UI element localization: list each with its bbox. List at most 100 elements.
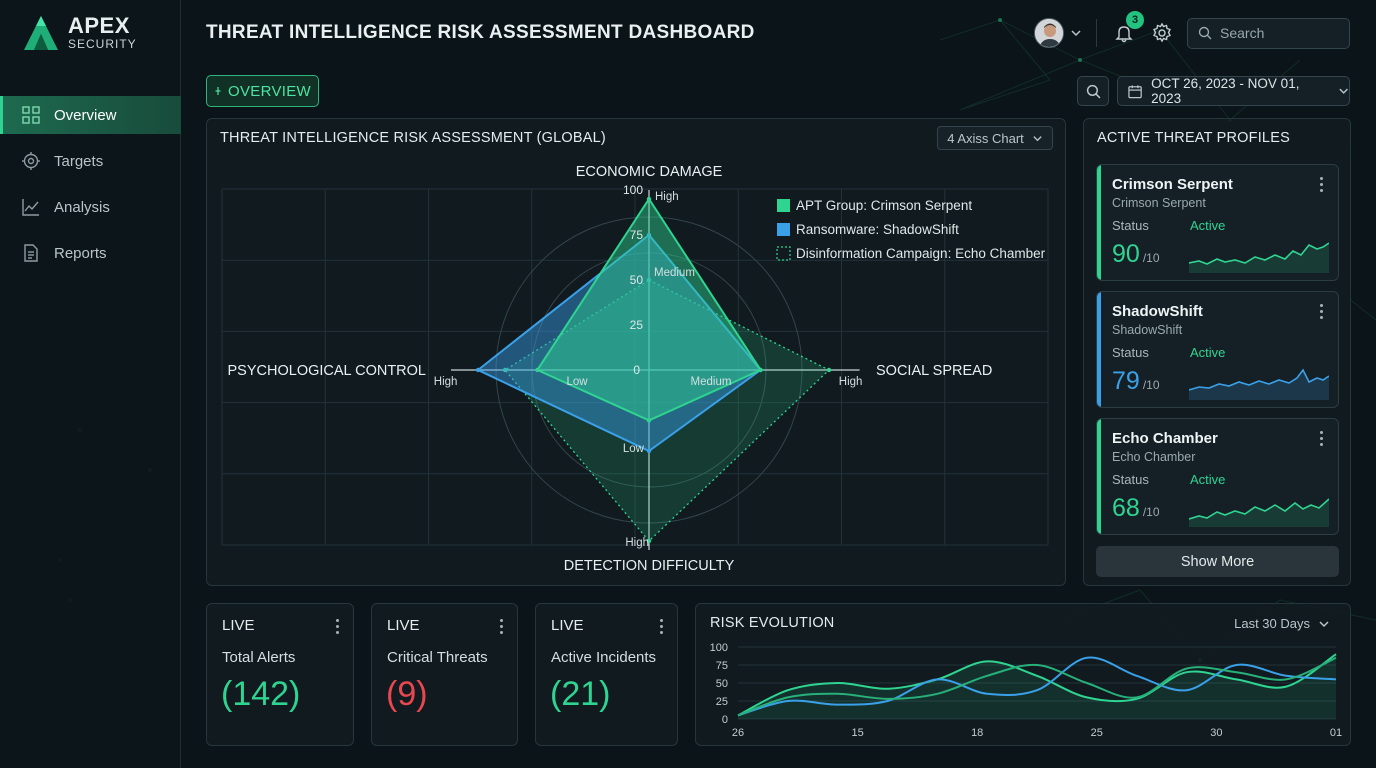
tick-label: 0 — [633, 363, 640, 377]
overview-button[interactable]: OVERVIEW — [206, 75, 319, 107]
profile-subtitle: ShadowShift — [1112, 323, 1183, 337]
sidebar-item-targets[interactable]: Targets — [0, 142, 181, 180]
risk-evolution-chart: 0 25 50 75 100 26 15 18 25 30 01 — [710, 642, 1342, 739]
axis-title: PSYCHOLOGICAL CONTROL — [228, 363, 426, 379]
level-label: High — [839, 376, 863, 388]
brand-logo[interactable]: APEX SECURITY — [22, 14, 137, 52]
profile-card[interactable]: Echo Chamber Echo Chamber Status Active … — [1096, 418, 1339, 535]
y-tick-label: 75 — [716, 660, 728, 672]
kpi-value: (21) — [550, 675, 611, 713]
tick-label: 75 — [630, 228, 644, 242]
radar-grid — [221, 188, 1049, 546]
kpi-card-critical-threats: LIVE Critical Threats (9) — [371, 603, 518, 746]
radar-chart: 0 25 50 75 100 High Medium High Medium High Low Hig… — [221, 164, 1049, 574]
score-value: 90 — [1112, 240, 1140, 268]
kpi-card-total-alerts: LIVE Total Alerts (142) — [206, 603, 354, 746]
profile-name: Echo Chamber — [1112, 430, 1218, 447]
level-label: Low — [623, 443, 645, 455]
radar-point — [646, 538, 652, 544]
avatar — [1034, 18, 1064, 48]
user-portrait-icon — [1035, 19, 1063, 47]
tick-label: 100 — [623, 183, 643, 197]
plus-icon — [215, 87, 221, 95]
chevron-down-icon — [1033, 135, 1042, 141]
live-label: LIVE — [551, 617, 584, 634]
y-tick-label: 50 — [716, 678, 728, 690]
profile-card[interactable]: ShadowShift ShadowShift Status Active 79… — [1096, 291, 1339, 408]
score-suffix: /10 — [1142, 505, 1160, 519]
level-label: Medium — [691, 376, 732, 388]
level-label: Medium — [654, 267, 695, 279]
radar-point — [502, 367, 508, 373]
radar-point — [646, 418, 652, 423]
status-value: Active — [1190, 472, 1226, 487]
more-options-icon[interactable] — [660, 619, 663, 637]
series-line — [737, 653, 1337, 717]
radar-point — [646, 232, 652, 238]
date-range-picker[interactable]: OCT 26, 2023 - NOV 01, 2023 — [1117, 76, 1350, 106]
card-accent — [1097, 419, 1101, 534]
x-tick-label: 25 — [1091, 727, 1103, 739]
search-icon — [1086, 84, 1100, 98]
gear-icon[interactable] — [1151, 22, 1173, 44]
grid-icon — [22, 106, 40, 124]
more-options-icon[interactable] — [1320, 177, 1324, 195]
y-tick-label: 0 — [722, 714, 728, 726]
axis-title: ECONOMIC DAMAGE — [576, 164, 723, 180]
radar-point — [475, 367, 481, 373]
chevron-down-icon — [1319, 620, 1329, 627]
x-tick-label: 26 — [732, 727, 744, 739]
chevron-down-icon — [1339, 88, 1348, 94]
live-label: LIVE — [222, 617, 255, 634]
series-area — [738, 654, 1336, 719]
more-options-icon[interactable] — [1320, 431, 1324, 449]
apex-logo-icon — [24, 16, 58, 50]
chart-type-label: 4 Axiss Chart — [947, 130, 1024, 146]
search-icon — [1198, 26, 1212, 40]
legend-swatch — [777, 223, 790, 236]
kpi-label: Critical Threats — [387, 649, 488, 666]
sidebar-item-overview[interactable]: Overview — [0, 96, 181, 134]
axis-title: SOCIAL SPREAD — [876, 363, 992, 379]
sidebar-item-reports[interactable]: Reports — [0, 234, 181, 272]
user-menu[interactable] — [1034, 18, 1082, 48]
chart-type-dropdown[interactable]: 4 Axiss Chart — [937, 126, 1053, 150]
y-tick-label: 100 — [710, 642, 728, 654]
x-tick-label: 18 — [971, 727, 983, 739]
sidebar-item-label: Targets — [54, 152, 104, 170]
show-more-button[interactable]: Show More — [1096, 546, 1339, 577]
more-options-icon[interactable] — [1320, 304, 1324, 322]
card-accent — [1097, 165, 1101, 280]
document-icon — [24, 244, 38, 262]
notifications-button[interactable]: 3 — [1111, 11, 1144, 46]
profile-name: ShadowShift — [1112, 303, 1203, 320]
status-value: Active — [1190, 345, 1226, 360]
x-tick-label: 30 — [1210, 727, 1222, 739]
header-actions: 3 Search — [1034, 11, 1350, 50]
legend-label: Ransomware: ShadowShift — [796, 222, 959, 237]
sparkline — [1189, 368, 1329, 400]
profile-subtitle: Echo Chamber — [1112, 450, 1196, 464]
brand-tagline: SECURITY — [68, 37, 137, 51]
profile-subtitle: Crimson Serpent — [1112, 196, 1206, 210]
target-icon — [22, 152, 40, 170]
legend-label: APT Group: Crimson Serpent — [796, 198, 972, 213]
radar-point — [646, 277, 652, 283]
sidebar-item-analysis[interactable]: Analysis — [0, 188, 181, 226]
level-label: High — [434, 376, 458, 388]
x-tick-label: 01 — [1330, 727, 1342, 739]
profile-name: Crimson Serpent — [1112, 176, 1233, 193]
search-button[interactable] — [1077, 76, 1109, 106]
card-accent — [1097, 292, 1101, 407]
live-label: LIVE — [387, 617, 420, 634]
threat-score: 90/10 — [1112, 240, 1160, 269]
more-options-icon[interactable] — [500, 619, 503, 637]
legend-swatch — [776, 246, 791, 261]
time-range-dropdown[interactable]: Last 30 Days — [1234, 616, 1330, 631]
legend-swatch — [777, 199, 790, 212]
more-options-icon[interactable] — [336, 619, 339, 637]
sidebar-item-label: Reports — [54, 244, 107, 262]
search-input[interactable]: Search — [1187, 17, 1350, 49]
profile-card[interactable]: Crimson Serpent Crimson Serpent Status A… — [1096, 164, 1339, 281]
legend-label: Disinformation Campaign: Echo Chamber — [796, 246, 1046, 261]
